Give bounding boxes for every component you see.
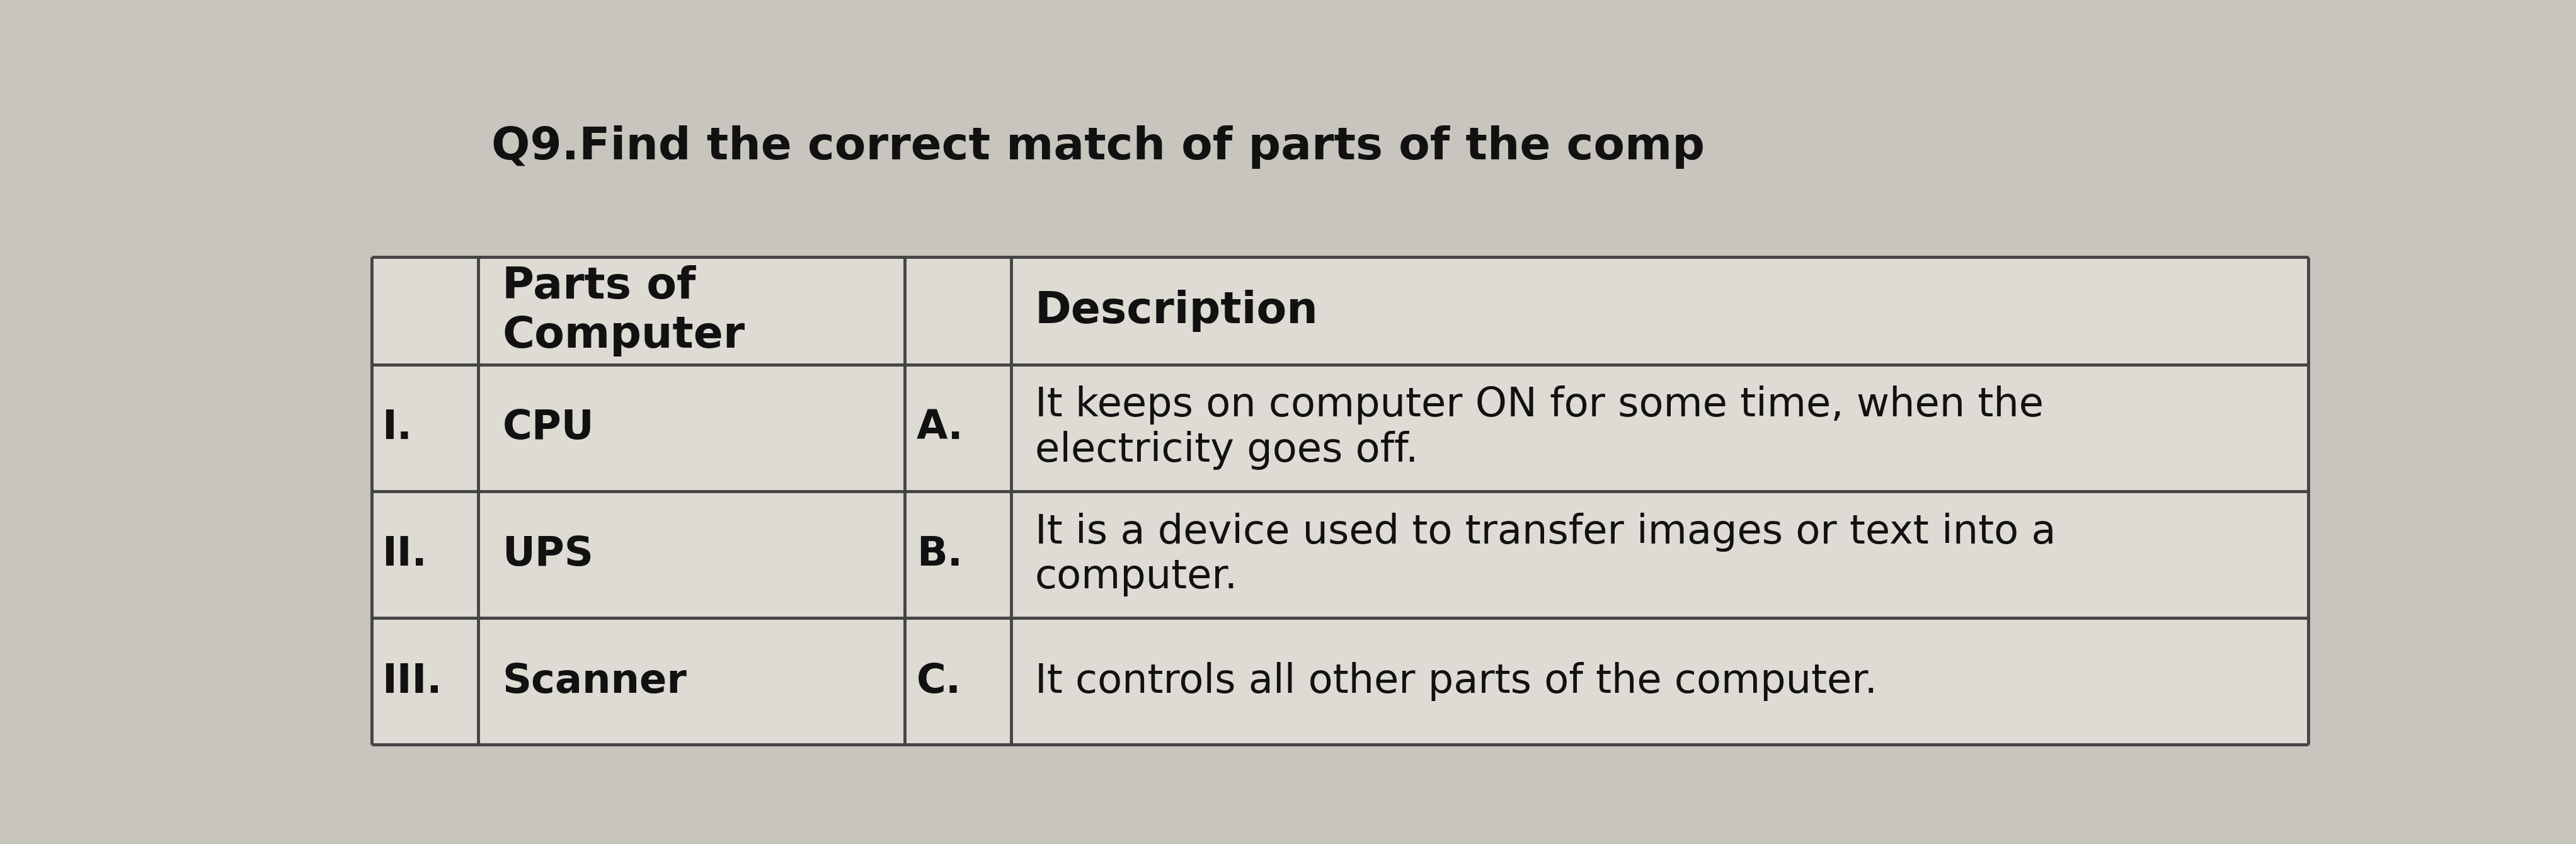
Text: I.: I. (381, 408, 412, 447)
Text: A.: A. (917, 408, 963, 447)
Text: Description: Description (1036, 289, 1319, 332)
Text: B.: B. (917, 535, 963, 574)
Text: It keeps on computer ON for some time, when the
electricity goes off.: It keeps on computer ON for some time, w… (1036, 386, 2043, 470)
Text: Parts of
Computer: Parts of Computer (502, 265, 744, 356)
Text: Scanner: Scanner (502, 662, 688, 701)
Text: It is a device used to transfer images or text into a
computer.: It is a device used to transfer images o… (1036, 512, 2056, 597)
Text: CPU: CPU (502, 408, 595, 447)
Text: It controls all other parts of the computer.: It controls all other parts of the compu… (1036, 662, 1878, 701)
Text: UPS: UPS (502, 535, 592, 574)
Text: II.: II. (381, 535, 428, 574)
Text: III.: III. (381, 662, 443, 701)
Bar (371, 257, 2308, 744)
Text: C.: C. (917, 662, 961, 701)
Text: Q9.Find the correct match of parts of the comp: Q9.Find the correct match of parts of th… (492, 125, 1705, 169)
